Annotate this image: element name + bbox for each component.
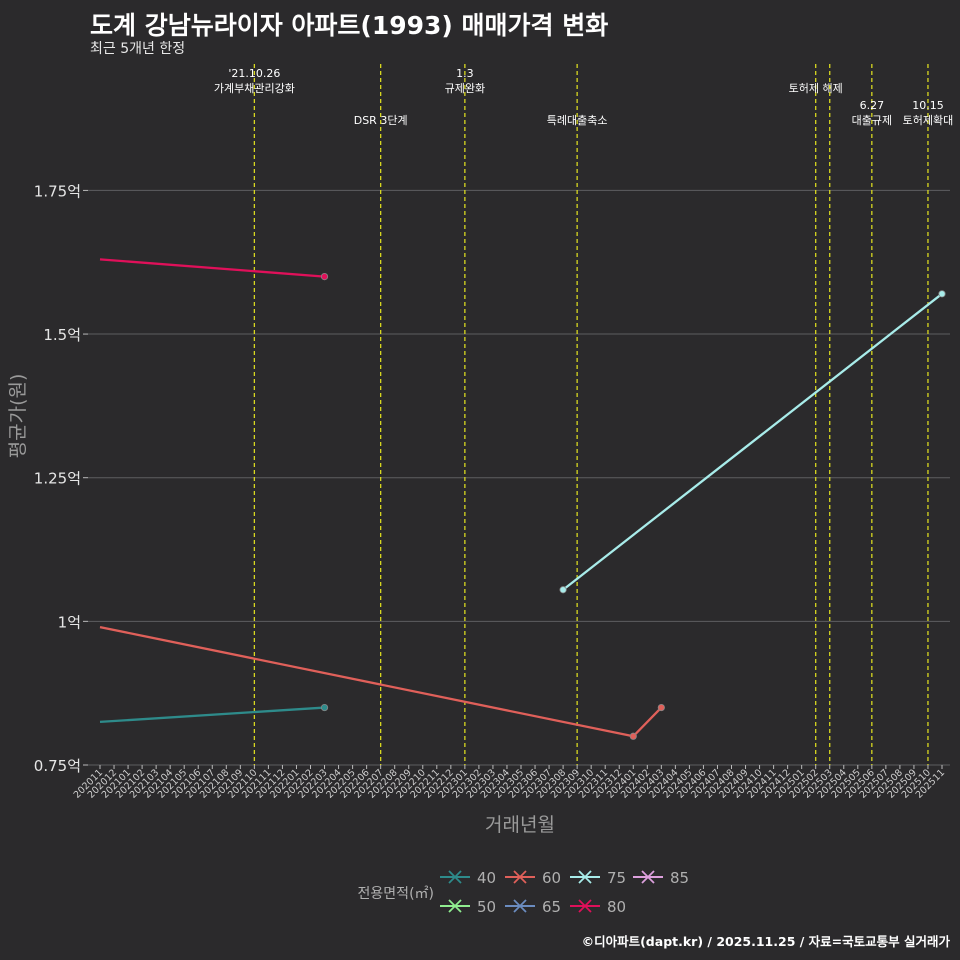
event-label: 토허제확대 <box>903 114 954 127</box>
event-label: 6.27 <box>860 99 885 112</box>
legend-swatch-cross <box>448 870 462 884</box>
event-label: 대출규제 <box>852 114 892 127</box>
data-point <box>320 272 329 281</box>
legend-item-80: 80 <box>570 898 626 916</box>
event-label: 가계부채관리강화 <box>214 82 295 95</box>
legend-swatch-cross <box>578 870 592 884</box>
data-point <box>657 703 665 712</box>
legend-item-65: 65 <box>505 898 561 916</box>
series-line-80 <box>99 258 325 278</box>
x-axis: 2020112020122021012021022021032021042021… <box>72 765 947 801</box>
legend-label: 60 <box>542 869 561 887</box>
data-series <box>99 258 946 740</box>
legend-label: 65 <box>542 898 561 916</box>
y-tick-label: 1억 <box>58 613 81 631</box>
y-axis: 0.75억 1억 1.25억 1.5억 1.75억 <box>34 182 88 775</box>
legend: 전용면적(㎡) 40 60 75 85 50 65 80 <box>358 869 690 916</box>
legend-item-50: 50 <box>440 898 496 916</box>
legend-swatch-cross <box>641 870 655 884</box>
y-axis-label: 평균가(원) <box>7 374 29 459</box>
series-line-40 <box>99 706 325 724</box>
legend-label: 85 <box>670 869 689 887</box>
legend-item-40: 40 <box>440 869 496 887</box>
y-tick-label: 1.5억 <box>43 326 81 344</box>
event-label: 1.3 <box>456 67 474 80</box>
event-label: 10.15 <box>912 99 944 112</box>
legend-label: 75 <box>607 869 626 887</box>
event-label: '21.10.26 <box>228 67 280 80</box>
data-point <box>938 290 946 298</box>
source-caption: ©디아파트(dapt.kr) / 2025.11.25 / 자료=국토교통부 실… <box>581 934 950 949</box>
legend-title: 전용면적(㎡) <box>358 886 434 902</box>
legend-item-85: 85 <box>633 869 689 887</box>
legend-swatch-cross <box>513 870 527 884</box>
data-point <box>629 732 637 740</box>
event-label: 규제완화 <box>445 82 485 95</box>
legend-label: 40 <box>477 869 496 887</box>
legend-label: 80 <box>607 898 626 916</box>
chart-subtitle: 최근 5개년 한정 <box>90 41 186 57</box>
series-line-75 <box>562 292 943 591</box>
grid-lines <box>88 189 950 766</box>
legend-swatch-cross <box>513 899 527 913</box>
event-label: 토허제 해제 <box>789 81 843 95</box>
event-label: DSR 3단계 <box>354 114 408 127</box>
data-point <box>559 586 567 594</box>
x-axis-label: 거래년월 <box>485 814 555 836</box>
data-point <box>320 703 329 712</box>
chart-title: 도계 강남뉴라이자 아파트(1993) 매매가격 변화 <box>90 11 609 40</box>
y-tick-label: 1.75억 <box>34 182 81 200</box>
legend-swatch-cross <box>448 899 462 913</box>
event-label: 특례대출축소 <box>547 114 608 127</box>
y-tick-label: 1.25억 <box>34 470 81 488</box>
legend-item-60: 60 <box>505 869 561 887</box>
legend-swatch-cross <box>578 899 592 913</box>
y-tick-label: 0.75억 <box>34 757 81 775</box>
legend-item-75: 75 <box>570 869 626 887</box>
legend-label: 50 <box>477 898 496 916</box>
